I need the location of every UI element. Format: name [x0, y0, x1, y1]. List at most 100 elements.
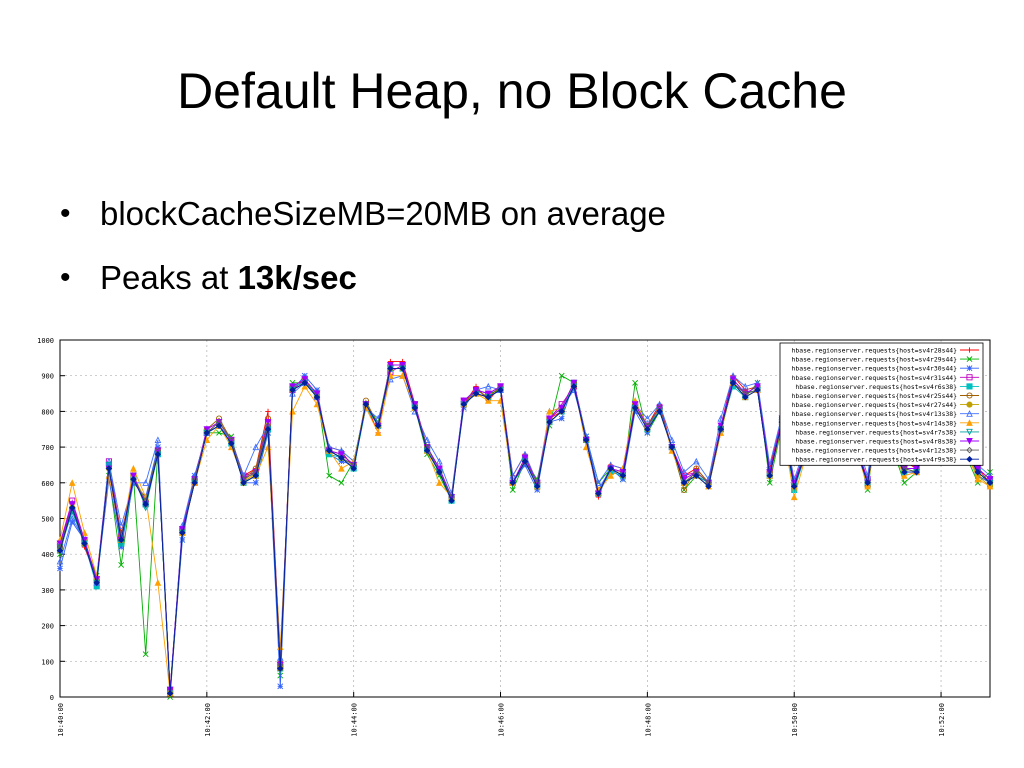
data-point	[693, 472, 700, 479]
x-tick-label: 10:52:00	[938, 703, 946, 737]
data-point	[472, 386, 480, 394]
data-point	[864, 479, 871, 487]
data-point	[265, 408, 271, 414]
data-point	[497, 386, 504, 394]
legend-label: hbase.regionserver.requests{host=sv4r13s…	[792, 410, 958, 418]
data-point	[374, 429, 382, 436]
data-point	[966, 347, 973, 353]
data-point	[142, 479, 149, 486]
data-point	[399, 361, 406, 369]
data-point	[974, 475, 982, 483]
data-point	[57, 565, 63, 572]
data-point	[901, 472, 908, 479]
bullet-dot-icon: •	[60, 261, 71, 294]
data-point	[644, 426, 651, 433]
axis-layer: 0 100 200 300 400 500 600 700 800 900 1000 10:40:00…	[37, 337, 991, 737]
data-point	[277, 672, 284, 679]
data-point	[668, 443, 676, 451]
legend-label: hbase.regionserver.requests{host=sv4r6s3…	[795, 383, 957, 391]
data-point	[472, 390, 480, 397]
x-tick-label: 10:46:00	[498, 703, 506, 737]
data-point	[966, 365, 973, 372]
data-point	[117, 536, 125, 544]
data-point	[729, 379, 737, 387]
data-point	[105, 461, 113, 469]
data-point	[166, 690, 174, 697]
legend-label: hbase.regionserver.requests{host=sv4r30s…	[792, 365, 958, 373]
data-point	[966, 383, 973, 390]
data-point	[264, 419, 272, 426]
data-point	[986, 476, 994, 483]
legend-label: hbase.regionserver.requests{host=sv4r14s…	[792, 419, 958, 427]
data-point	[301, 372, 308, 379]
x-tick-label: 10:42:00	[204, 703, 212, 737]
data-point	[228, 440, 235, 447]
data-point	[301, 376, 309, 383]
data-point	[632, 379, 639, 386]
data-point	[252, 479, 259, 486]
y-tick-label: 300	[41, 587, 54, 595]
data-point	[741, 382, 749, 390]
data-point	[790, 483, 798, 490]
data-point	[595, 490, 602, 497]
data-point	[558, 372, 565, 379]
data-point	[766, 472, 773, 479]
data-point	[118, 561, 125, 568]
y-tick-label: 0	[50, 694, 54, 702]
data-point	[901, 468, 908, 476]
data-point	[350, 465, 357, 472]
data-point	[521, 458, 529, 465]
data-point	[240, 479, 247, 487]
data-point	[485, 393, 492, 401]
data-point	[338, 451, 345, 458]
data-point	[644, 429, 651, 436]
data-point	[692, 457, 700, 465]
data-point	[68, 514, 76, 522]
data-point	[754, 383, 761, 391]
y-tick-label: 400	[41, 551, 54, 559]
y-tick-label: 800	[41, 408, 54, 416]
data-point	[595, 479, 602, 486]
data-point	[252, 472, 260, 479]
data-point	[570, 379, 578, 387]
data-point	[546, 415, 553, 423]
data-point	[681, 486, 688, 493]
data-point	[69, 519, 76, 525]
data-point	[966, 455, 973, 463]
data-point	[717, 426, 725, 433]
data-point	[521, 454, 529, 462]
data-point	[338, 479, 345, 486]
data-point	[631, 401, 639, 408]
data-point	[56, 557, 64, 565]
data-point	[986, 479, 994, 487]
legend-label: hbase.regionserver.requests{host=sv4r9s3…	[795, 456, 957, 464]
data-point	[154, 436, 162, 444]
data-point	[203, 426, 211, 433]
data-point	[362, 401, 370, 408]
data-point	[68, 501, 76, 508]
data-point	[154, 579, 162, 586]
legend-box	[779, 342, 984, 466]
data-point	[754, 386, 761, 394]
legend-label: hbase.regionserver.requests{host=sv4r31s…	[792, 374, 958, 382]
legend-label: hbase.regionserver.requests{host=sv4r12s…	[792, 447, 958, 455]
request-rate-line-chart: 0 100 200 300 400 500 600 700 800 900 1000 10:40:00…	[37, 337, 994, 737]
data-point	[558, 415, 565, 422]
data-point	[387, 361, 394, 369]
data-point	[277, 683, 284, 690]
bullet-list: • blockCacheSizeMB=20MB on average • Pea…	[58, 190, 666, 318]
bullet-dot-icon: •	[60, 197, 71, 230]
legend-label: hbase.regionserver.requests{host=sv4r7s3…	[795, 428, 957, 436]
bullet-item: • Peaks at 13k/sec	[58, 254, 666, 318]
data-point	[326, 472, 333, 479]
data-point	[399, 372, 406, 379]
legend-label: hbase.regionserver.requests{host=sv4r25s…	[792, 392, 958, 400]
data-point	[314, 387, 320, 393]
data-point	[966, 392, 973, 399]
data-point	[974, 465, 982, 473]
data-point	[766, 479, 773, 486]
data-point	[901, 479, 908, 486]
data-point	[546, 418, 553, 426]
y-tick-label: 600	[41, 480, 54, 488]
data-point	[705, 483, 712, 490]
